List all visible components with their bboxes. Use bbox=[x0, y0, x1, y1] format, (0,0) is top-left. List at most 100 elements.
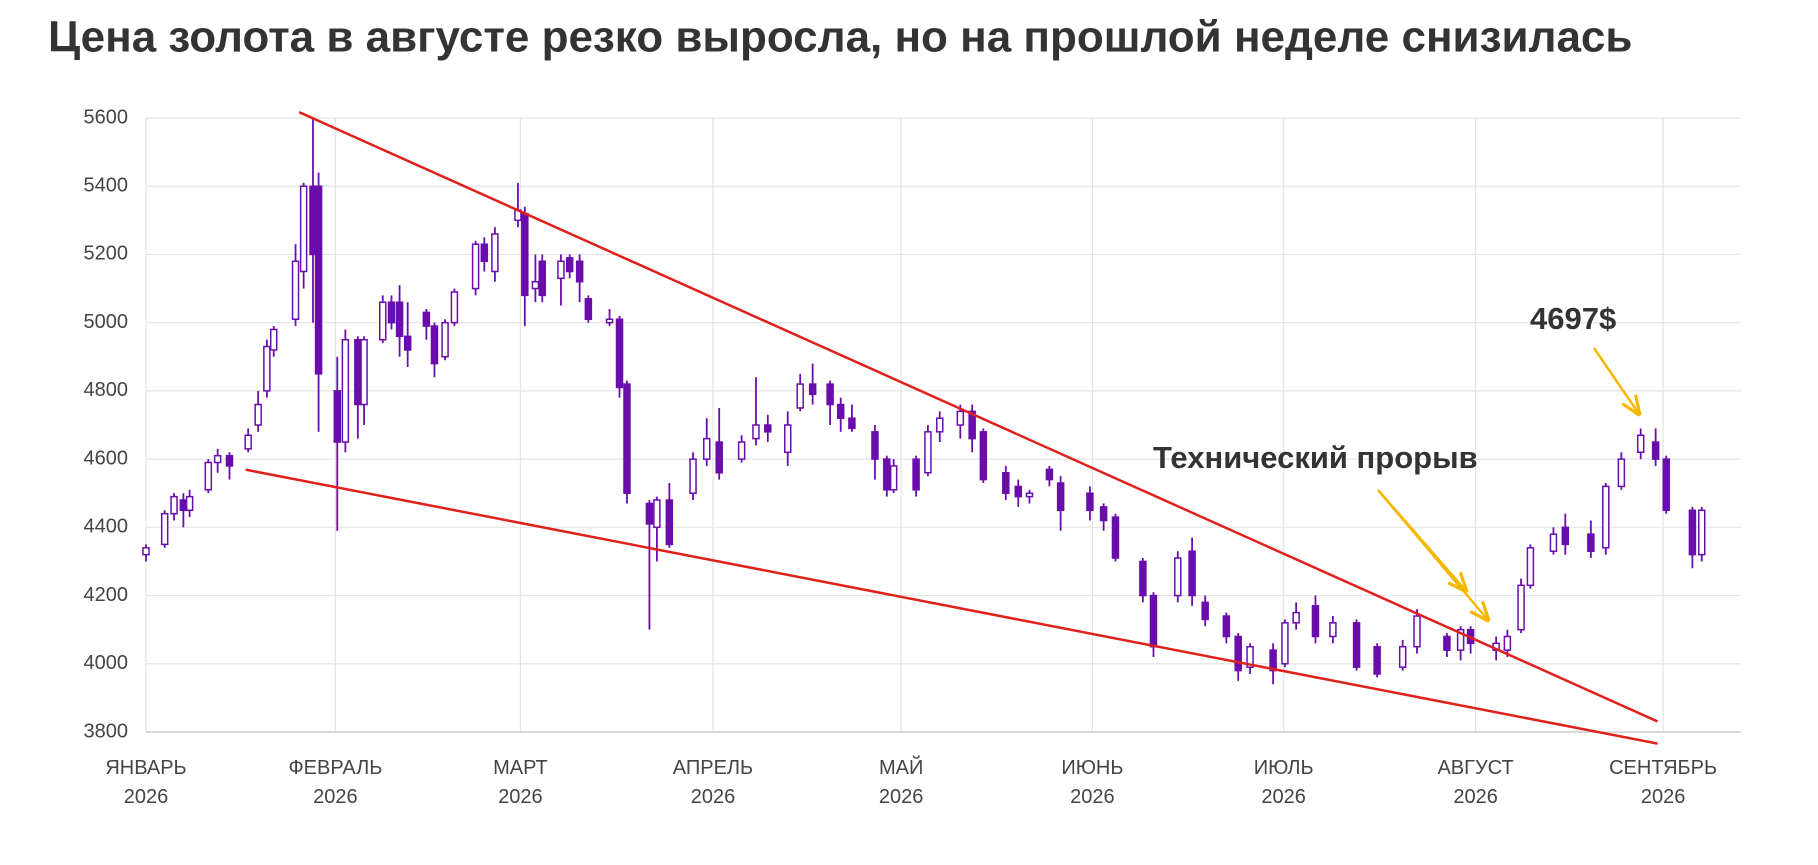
candle-body bbox=[1234, 635, 1242, 672]
candle-body bbox=[956, 410, 965, 426]
candle-body bbox=[1697, 509, 1706, 556]
candle-body bbox=[185, 495, 194, 512]
candle-body bbox=[715, 441, 723, 474]
candle-body bbox=[1201, 601, 1209, 621]
candle-body bbox=[924, 431, 932, 474]
y-tick-label: 4000 bbox=[84, 652, 129, 674]
candle-body bbox=[615, 318, 624, 389]
candle-body bbox=[1086, 492, 1094, 512]
candle-body bbox=[1651, 441, 1660, 460]
candle-body bbox=[1056, 482, 1065, 512]
candle-body bbox=[889, 465, 898, 491]
candle-body bbox=[737, 441, 746, 460]
candle-body bbox=[1503, 635, 1512, 651]
candle-body bbox=[354, 338, 362, 406]
candle-body bbox=[538, 260, 547, 297]
candle-body bbox=[1246, 645, 1254, 668]
candle-body bbox=[1636, 434, 1645, 454]
candle-body bbox=[605, 318, 614, 324]
annotation: Технический прорыв bbox=[1153, 440, 1478, 475]
candle-body bbox=[848, 417, 856, 430]
candle-body bbox=[379, 301, 387, 341]
candle-body bbox=[471, 243, 480, 290]
candle-body bbox=[1269, 649, 1277, 672]
candle-body bbox=[441, 321, 449, 358]
candle-body bbox=[623, 383, 631, 494]
candle-body bbox=[871, 431, 879, 460]
candle-body bbox=[1456, 628, 1465, 651]
candle-body bbox=[1139, 560, 1147, 597]
candle-body bbox=[254, 403, 262, 426]
candle-body bbox=[1602, 485, 1610, 549]
candle-body bbox=[1526, 547, 1535, 587]
candle-body bbox=[160, 512, 169, 546]
candle-body bbox=[968, 410, 976, 440]
candle-body bbox=[836, 403, 845, 419]
candle-body bbox=[936, 417, 944, 433]
candle-body bbox=[1517, 584, 1525, 631]
candle-body bbox=[1549, 533, 1558, 552]
x-tick-label: АПРЕЛЬ 2026 bbox=[673, 757, 753, 808]
x-tick-label: ИЮНЬ 2026 bbox=[1061, 757, 1123, 808]
candle-body bbox=[1561, 526, 1570, 546]
candle-body bbox=[565, 257, 574, 273]
candle-body bbox=[1662, 458, 1670, 512]
candle-body bbox=[575, 260, 584, 283]
candle-body bbox=[263, 345, 271, 392]
candle-body bbox=[521, 212, 529, 297]
candle-body bbox=[645, 502, 654, 525]
candle-body bbox=[1292, 611, 1300, 624]
candle-body bbox=[557, 260, 565, 280]
candle-body bbox=[142, 547, 150, 556]
candle-body bbox=[450, 291, 459, 324]
candle-body bbox=[422, 311, 431, 327]
candle-body bbox=[204, 461, 213, 491]
candle-body bbox=[1174, 557, 1182, 597]
candle-body bbox=[752, 424, 760, 440]
candle-body bbox=[170, 495, 178, 515]
x-tick-label: АВГУСТ 2026 bbox=[1437, 757, 1513, 808]
candle-body bbox=[689, 458, 697, 494]
candle-body bbox=[1617, 458, 1626, 488]
arrow bbox=[1592, 347, 1639, 414]
trend-line bbox=[245, 468, 1658, 745]
y-tick-label: 5400 bbox=[84, 175, 129, 197]
candle-body bbox=[395, 301, 404, 338]
candle-body bbox=[883, 458, 891, 491]
candle-body bbox=[213, 454, 222, 464]
x-tick-label: ИЮЛЬ 2026 bbox=[1254, 757, 1314, 808]
candle-body bbox=[387, 301, 396, 324]
candle-body bbox=[1329, 622, 1337, 638]
candle-body bbox=[480, 243, 489, 263]
x-tick-label: СЕНТЯБРЬ 2026 bbox=[1609, 757, 1717, 808]
candle-body bbox=[796, 383, 804, 409]
candle-body bbox=[665, 499, 674, 546]
candle-body bbox=[653, 499, 661, 529]
candle-body bbox=[1281, 622, 1289, 665]
candle-body bbox=[1014, 485, 1023, 498]
candle-body bbox=[314, 185, 323, 375]
candle-body bbox=[403, 335, 412, 351]
y-tick-label: 4800 bbox=[84, 379, 129, 401]
candle-body bbox=[1025, 492, 1034, 498]
candle-body bbox=[341, 338, 350, 443]
candle-body bbox=[491, 233, 499, 273]
trend-line bbox=[298, 111, 1659, 723]
x-tick-label: МАРТ 2026 bbox=[493, 757, 548, 808]
candle-body bbox=[1443, 635, 1451, 651]
candle-body bbox=[912, 458, 920, 491]
grid bbox=[145, 117, 1741, 733]
candle-body bbox=[244, 434, 252, 450]
candle-body bbox=[702, 437, 711, 460]
candle-body bbox=[1352, 622, 1361, 668]
annotation: 4697$ bbox=[1530, 301, 1616, 336]
candle-body bbox=[1149, 594, 1158, 648]
candle-body bbox=[1398, 645, 1407, 668]
candle-body bbox=[764, 424, 772, 433]
y-tick-label: 5600 bbox=[84, 106, 129, 128]
candle-body bbox=[333, 390, 342, 443]
candle-body bbox=[1587, 533, 1595, 552]
candle-body bbox=[826, 383, 834, 406]
x-tick-label: ЯНВАРЬ 2026 bbox=[105, 757, 186, 808]
